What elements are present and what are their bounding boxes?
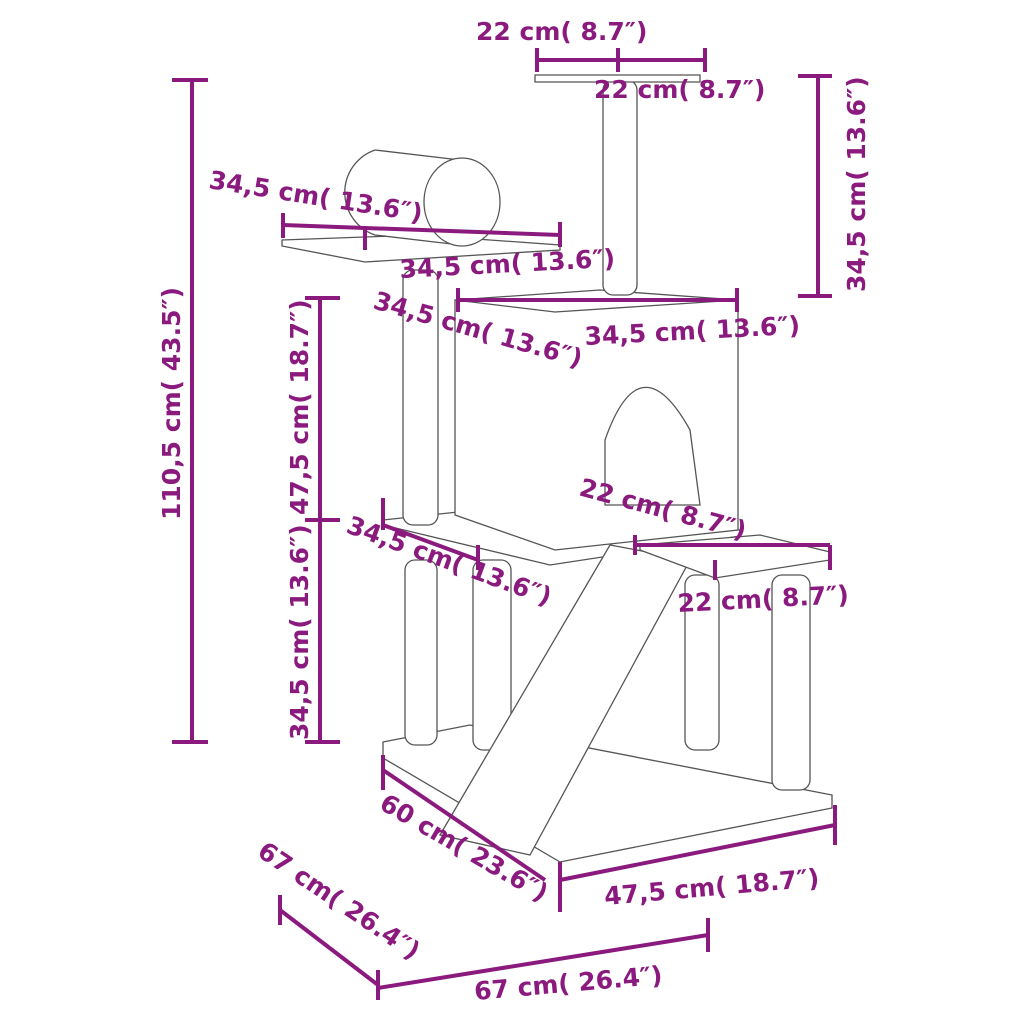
label-total-height: 110,5 cm( 43.5″) [157, 287, 186, 520]
post [684, 574, 720, 751]
post [404, 559, 438, 746]
dimension-lines [172, 48, 837, 1000]
top-platform [534, 74, 701, 83]
label-lower-height: 34,5 cm( 13.6″) [285, 524, 314, 740]
post [771, 574, 811, 791]
label-top-platform-depth: 22 cm( 8.7″) [594, 75, 765, 104]
label-base-width: 47,5 cm( 18.7″) [603, 863, 820, 911]
label-top-platform-width: 22 cm( 8.7″) [476, 17, 647, 46]
label-middle-height: 47,5 cm( 18.7″) [285, 299, 314, 515]
label-top-post-height: 34,5 cm( 13.6″) [842, 76, 871, 292]
cat-tree-drawing [281, 74, 833, 863]
house-door [604, 386, 701, 506]
tunnel-opening [423, 157, 501, 247]
post [402, 269, 439, 526]
